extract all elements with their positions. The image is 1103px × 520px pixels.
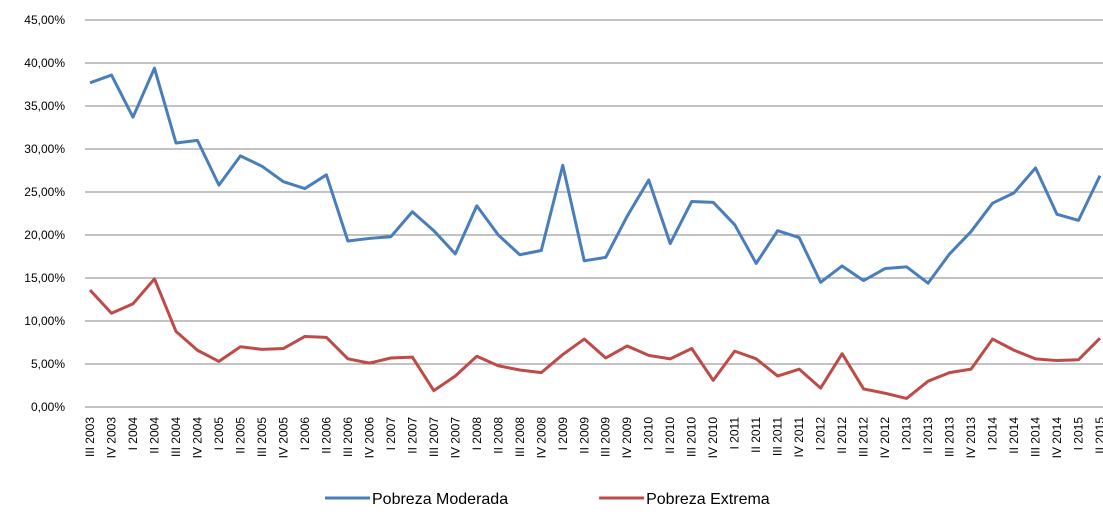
x-tick-label: I 2012 (814, 417, 828, 451)
x-tick-label: III 2006 (341, 417, 355, 457)
y-tick-label: 40,00% (24, 56, 65, 70)
x-tick-label: III 2004 (169, 417, 183, 457)
x-tick-label: III 2007 (427, 417, 441, 457)
x-tick-label: I 2004 (126, 417, 140, 451)
legend-label: Pobreza Moderada (372, 491, 508, 508)
x-tick-label: I 2009 (556, 417, 570, 451)
x-tick-label: I 2011 (728, 417, 742, 450)
x-tick-label: II 2012 (835, 417, 849, 454)
series-line (89, 66, 1102, 285)
x-tick-label: IV 2003 (104, 417, 118, 459)
legend-label: Pobreza Extrema (646, 491, 770, 508)
x-tick-label: III 2009 (599, 417, 613, 457)
y-tick-label: 35,00% (24, 99, 65, 113)
x-tick-label: II 2006 (319, 417, 333, 454)
x-tick-label: III 2011 (771, 417, 785, 456)
x-tick-label: IV 2004 (190, 417, 204, 459)
x-tick-label: II 2007 (405, 417, 419, 454)
x-tick-label: IV 2007 (448, 417, 462, 459)
y-tick-label: 25,00% (24, 185, 65, 199)
y-tick-label: 20,00% (24, 228, 65, 242)
x-tick-label: I 2014 (986, 417, 1000, 451)
x-tick-label: IV 2008 (534, 417, 548, 459)
x-tick-label: I 2005 (212, 417, 226, 451)
x-tick-label: I 2008 (470, 417, 484, 451)
series-line (88, 277, 1102, 400)
x-tick-label: IV 2014 (1050, 417, 1064, 459)
x-tick-label: I 2013 (900, 417, 914, 451)
x-tick-label: III 2005 (255, 417, 269, 457)
x-tick-label: II 2010 (663, 417, 677, 454)
x-tick-label: II 2005 (233, 417, 247, 454)
x-tick-label: II 2011 (749, 417, 763, 453)
y-tick-label: 0,00% (31, 400, 65, 414)
y-tick-label: 5,00% (31, 357, 65, 371)
x-tick-label: IV 2009 (620, 417, 634, 459)
x-tick-label: IV 2013 (964, 417, 978, 459)
x-tick-label: I 2015 (1072, 417, 1086, 451)
x-tick-label: III 2012 (857, 417, 871, 457)
y-tick-label: 10,00% (24, 314, 65, 328)
x-tick-label: III 2008 (513, 417, 527, 457)
x-tick-label: III 2014 (1029, 417, 1043, 457)
x-tick-label: III 2013 (943, 417, 957, 457)
x-tick-label: II 2009 (577, 417, 591, 454)
x-tick-label: IV 2006 (362, 417, 376, 459)
x-tick-label: II 2014 (1007, 417, 1021, 454)
x-tick-label: II 2013 (921, 417, 935, 454)
x-tick-label: II 2008 (491, 417, 505, 454)
x-tick-label: IV 2012 (878, 417, 892, 459)
x-tick-label: I 2006 (298, 417, 312, 451)
x-tick-label: III 2010 (685, 417, 699, 457)
y-tick-label: 30,00% (24, 142, 65, 156)
x-tick-label: I 2007 (384, 417, 398, 451)
x-tick-label: II 2015 (1093, 417, 1103, 454)
y-tick-label: 15,00% (24, 271, 65, 285)
x-tick-label: IV 2011 (792, 417, 806, 458)
x-tick-label: III 2003 (83, 417, 97, 457)
x-tick-label: IV 2010 (706, 417, 720, 459)
x-tick-label: I 2010 (642, 417, 656, 451)
y-tick-label: 45,00% (24, 13, 65, 27)
x-tick-label: II 2004 (147, 417, 161, 454)
x-tick-label: IV 2005 (276, 417, 290, 459)
